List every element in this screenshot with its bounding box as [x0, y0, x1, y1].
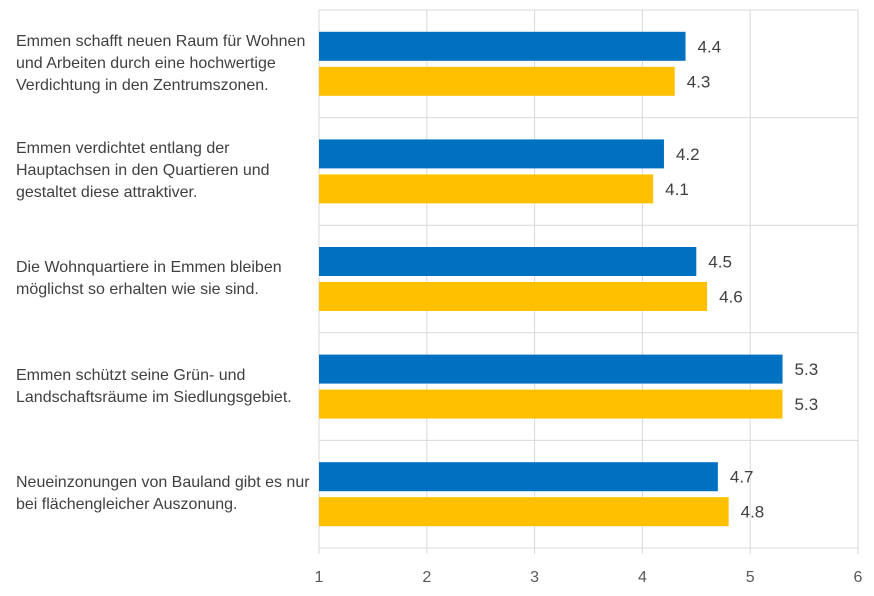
bar-series-2 [319, 497, 729, 527]
data-label: 5.3 [795, 360, 819, 379]
category-label: Neueinzonungen von Bauland gibt es nur b… [16, 474, 310, 514]
x-tick-label: 2 [422, 569, 431, 586]
bar-series-2 [319, 389, 783, 419]
bar-series-2 [319, 174, 654, 204]
data-label: 4.8 [741, 503, 765, 522]
category-label: Emmen verdichtet entlang der Hauptachsen… [16, 140, 270, 202]
data-label: 4.6 [719, 288, 743, 307]
data-label: 4.1 [665, 180, 689, 199]
bar-series-1 [319, 139, 664, 169]
bar-series-1 [319, 31, 686, 61]
x-tick-label: 5 [746, 569, 755, 586]
x-tick-label: 3 [530, 569, 539, 586]
x-tick-label: 1 [315, 569, 324, 586]
bar-series-1 [319, 354, 783, 384]
data-label: 4.5 [708, 253, 732, 272]
x-tick-label: 6 [854, 569, 863, 586]
data-label: 5.3 [795, 395, 819, 414]
data-label: 4.3 [687, 72, 711, 91]
bar-series-2 [319, 66, 675, 96]
data-label: 4.2 [676, 145, 700, 164]
category-label: Die Wohnquartiere in Emmen bleiben mögli… [16, 259, 282, 298]
category-label: Emmen schützt seine Grün- und Landschaft… [16, 366, 292, 406]
bar-series-1 [319, 462, 718, 492]
category-label: Emmen schafft neuen Raum für Wohnen und … [16, 32, 306, 94]
data-label: 4.4 [698, 37, 722, 56]
bar-series-2 [319, 282, 708, 311]
bar-series-1 [319, 247, 697, 276]
data-label: 4.7 [730, 468, 754, 487]
x-tick-label: 4 [638, 569, 647, 586]
